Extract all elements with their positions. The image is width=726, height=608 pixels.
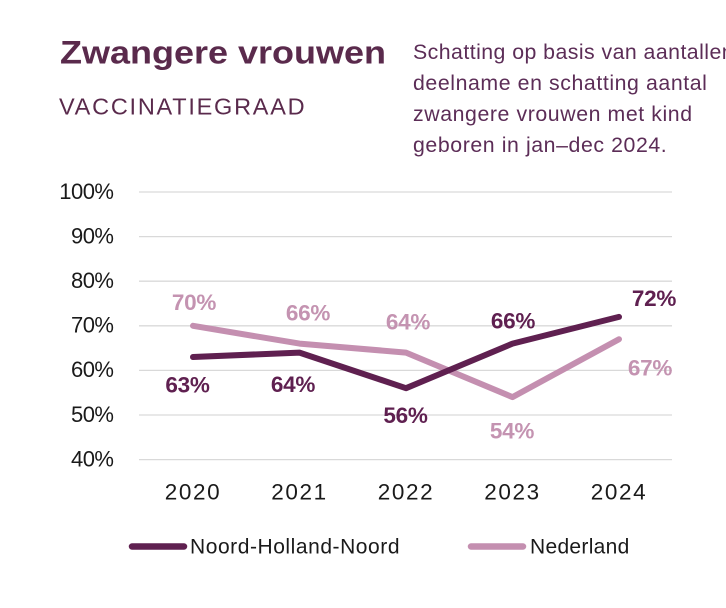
svg-text:70%: 70%: [71, 313, 114, 338]
svg-text:67%: 67%: [628, 356, 672, 381]
svg-text:66%: 66%: [286, 301, 330, 326]
svg-text:100%: 100%: [59, 179, 113, 204]
svg-text:72%: 72%: [632, 286, 676, 311]
svg-text:90%: 90%: [71, 223, 114, 248]
svg-text:2023: 2023: [484, 480, 540, 505]
svg-text:54%: 54%: [490, 419, 534, 444]
svg-text:63%: 63%: [165, 373, 209, 398]
svg-text:Noord-Holland-Noord: Noord-Holland-Noord: [190, 536, 400, 559]
svg-text:50%: 50%: [71, 402, 114, 427]
svg-text:80%: 80%: [71, 268, 114, 293]
svg-text:56%: 56%: [383, 403, 427, 428]
svg-text:Zwangere vrouwen: Zwangere vrouwen: [60, 35, 386, 71]
svg-text:64%: 64%: [271, 372, 315, 397]
svg-text:geboren in jan–dec 2024.: geboren in jan–dec 2024.: [413, 133, 667, 157]
svg-text:2020: 2020: [165, 480, 221, 505]
svg-text:64%: 64%: [386, 310, 430, 335]
svg-text:2022: 2022: [378, 480, 434, 505]
svg-text:VACCINATIEGRAAD: VACCINATIEGRAAD: [59, 94, 306, 120]
svg-text:60%: 60%: [71, 357, 114, 382]
svg-text:70%: 70%: [172, 290, 216, 315]
svg-text:Nederland: Nederland: [530, 536, 630, 559]
svg-text:zwangere vrouwen met kind: zwangere vrouwen met kind: [413, 102, 693, 126]
svg-text:deelname en schatting aantal: deelname en schatting aantal: [413, 71, 707, 95]
svg-text:66%: 66%: [491, 309, 535, 334]
svg-text:2021: 2021: [271, 480, 327, 505]
svg-text:40%: 40%: [71, 446, 114, 471]
svg-text:2024: 2024: [591, 480, 647, 505]
svg-text:Schatting op basis van aantall: Schatting op basis van aantallen: [413, 40, 726, 64]
